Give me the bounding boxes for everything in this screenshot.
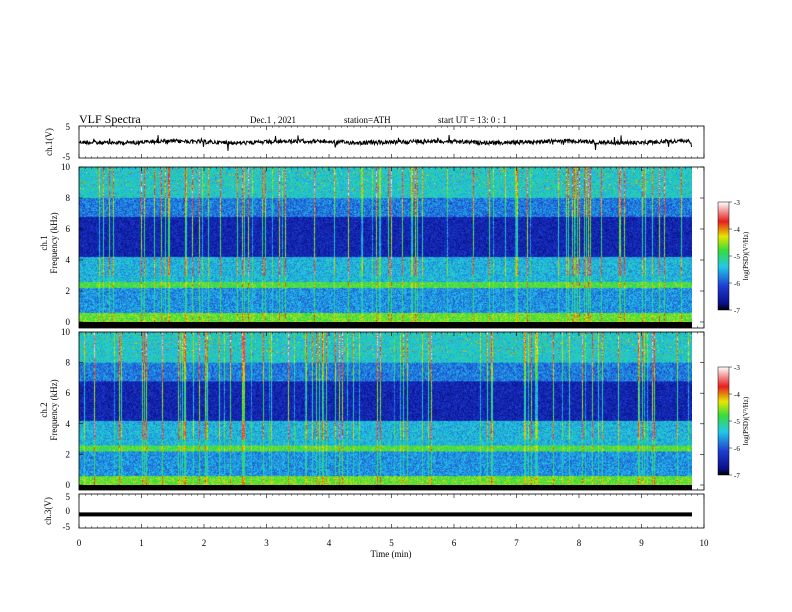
x-tick-label: 8: [577, 538, 582, 548]
figure-title: VLF Spectra: [79, 112, 141, 126]
x-tick-label: 9: [639, 538, 644, 548]
colorbar-tick-label: -4: [734, 391, 740, 399]
y-tick-label: 6: [66, 224, 71, 234]
spectrogram-ch1-image: [79, 167, 692, 322]
y-tick-label: 10: [61, 327, 71, 337]
y-tick-label: 2: [66, 286, 71, 296]
colorbar-ch2-label: log(PSD)(V²/Hz): [742, 396, 750, 445]
time-axis-ticks: 0 1 2 3 4 5 6 7 8 9 10: [77, 126, 709, 548]
ch3-ylabel: ch.3(V): [43, 497, 53, 525]
spectrogram-ch2-image: [79, 332, 692, 485]
colorbar-tick-label: -6: [734, 280, 740, 288]
x-tick-label: 0: [77, 538, 82, 548]
spectrogram-ch1-panel: 0 2 4 6 8 10 ch.1 Frequency (kHz): [39, 162, 705, 329]
spectrogram-ch2-ylabel: Frequency (kHz): [49, 379, 59, 440]
colorbar-tick-label: -5: [734, 418, 740, 426]
y-tick-label: 4: [66, 419, 71, 429]
start-time-label: start UT = 13: 0 : 1: [438, 115, 507, 125]
ch3-frame: [78, 493, 705, 529]
ch3-ytick-min: -5: [63, 522, 71, 532]
y-tick-label: 2: [66, 449, 71, 459]
ch1-ytick-min: -5: [63, 152, 71, 162]
spectrogram-ch2-yticks: 0 2 4 6 8 10: [61, 327, 704, 490]
spectrogram-ch1-bottom-band: [79, 322, 692, 328]
spectrogram-ch1-yticks: 0 2 4 6 8 10: [61, 162, 704, 327]
y-tick-label: 4: [66, 255, 71, 265]
x-tick-label: 5: [389, 538, 394, 548]
colorbar-tick-label: -3: [734, 199, 740, 207]
x-tick-label: 3: [264, 538, 269, 548]
spectrogram-ch2-panel: 0 2 4 6 8 10 ch.2 Frequency (kHz): [39, 327, 705, 491]
ch1-signal-line: [78, 134, 692, 151]
y-tick-label: 6: [66, 388, 71, 398]
station-label: station=ATH: [344, 115, 391, 125]
colorbar-ch1: -3 -4 -5 -6 -7 log(PSD)(V²/Hz): [717, 199, 750, 315]
ch3-signal-line: [79, 512, 692, 517]
x-tick-label: 6: [452, 538, 457, 548]
x-tick-label: 2: [202, 538, 207, 548]
ch1-waveform-panel: 5 -5 ch.1(V): [44, 122, 705, 162]
colorbar-ch1-label: log(PSD)(V²/Hz): [742, 231, 750, 280]
ch3-ytick-zero: 0: [66, 506, 71, 516]
x-tick-label: 1: [139, 538, 144, 548]
time-axis-label: Time (min): [371, 549, 412, 559]
colorbar-ch1-gradient: [718, 202, 729, 310]
y-tick-label: 8: [66, 358, 71, 368]
y-tick-label: 0: [66, 480, 71, 490]
colorbar-tick-label: -4: [734, 226, 740, 234]
spectrogram-ch2-bottom-band: [79, 485, 692, 490]
colorbar-tick-label: -7: [734, 307, 740, 315]
colorbar-ch2: -3 -4 -5 -6 -7 log(PSD)(V²/Hz): [717, 364, 750, 480]
y-tick-label: 0: [66, 317, 71, 327]
x-tick-label: 4: [327, 538, 332, 548]
date-label: Dec.1 , 2021: [250, 115, 296, 125]
colorbar-tick-label: -3: [734, 364, 740, 372]
spectrogram-ch1-channel-label: ch.1: [39, 235, 49, 250]
y-tick-label: 8: [66, 193, 71, 203]
spectrogram-ch1-ylabel: Frequency (kHz): [49, 212, 59, 273]
ch1-ytick-max: 5: [66, 122, 71, 132]
colorbar-tick-label: -5: [734, 253, 740, 261]
colorbar-ch2-gradient: [718, 367, 729, 475]
colorbar-tick-label: -7: [734, 472, 740, 480]
ch3-waveform-panel: 5 0 -5 ch.3(V): [43, 492, 705, 532]
ch3-ytick-max: 5: [66, 492, 71, 502]
y-tick-label: 10: [61, 162, 71, 172]
x-tick-label: 10: [700, 538, 710, 548]
colorbar-tick-label: -6: [734, 445, 740, 453]
x-tick-label: 7: [514, 538, 519, 548]
ch1-ylabel: ch.1(V): [44, 128, 54, 156]
spectrogram-ch2-channel-label: ch.2: [39, 402, 49, 417]
